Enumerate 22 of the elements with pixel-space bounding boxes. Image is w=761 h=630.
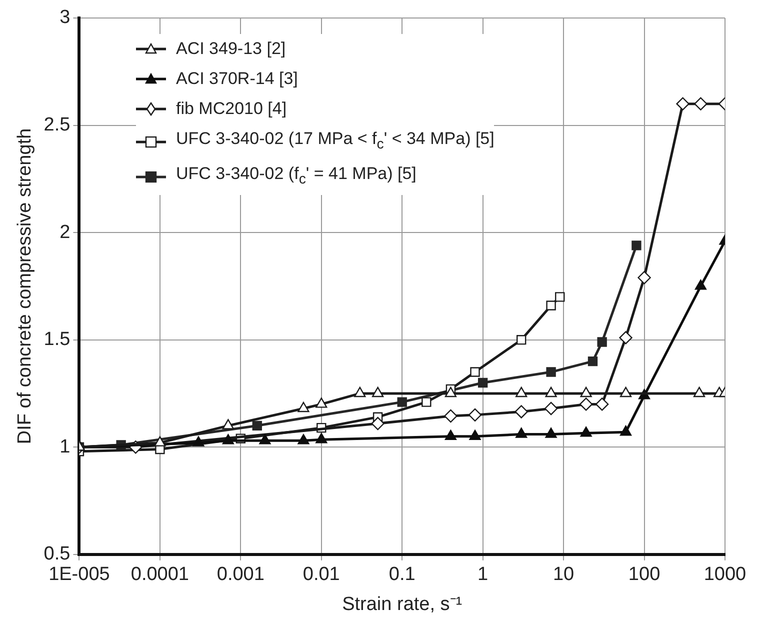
legend-label: ACI 349-13 [2] <box>176 38 286 60</box>
y-axis-title: DIF of concrete compressive strength <box>14 128 36 444</box>
legend-label: ACI 370R-14 [3] <box>176 68 298 90</box>
y-tick-label: 1.5 <box>44 329 70 350</box>
x-tick-label: 0.1 <box>388 564 416 586</box>
y-tick-label: 0.5 <box>44 544 70 565</box>
y-tick-label: 3 <box>60 7 70 28</box>
legend-label: UFC 3-340-02 (f$_{c}$' = 41 MPa) [5] <box>176 163 416 190</box>
x-tick-label: 1000 <box>704 564 746 586</box>
x-tick-label: 100 <box>628 564 660 586</box>
x-axis-title: Strain rate, s⁻¹ <box>342 594 462 615</box>
x-tick-label: 10 <box>552 564 574 586</box>
x-tick-label: 0.01 <box>302 564 340 586</box>
x-tick-label: 1E-005 <box>48 564 110 586</box>
y-tick-label: 2 <box>60 222 70 243</box>
y-tick-label: 2.5 <box>44 114 70 136</box>
legend-label: UFC 3-340-02 (17 MPa < f$_{c}$' < 34 MPa) [5] <box>176 128 494 154</box>
x-tick-label: 0.0001 <box>130 564 189 586</box>
legend-label: fib MC2010 [4] <box>176 98 287 120</box>
x-tick-label: 1 <box>478 564 488 586</box>
y-tick-label: 1 <box>60 436 70 458</box>
x-tick-label: 0.001 <box>216 564 264 586</box>
